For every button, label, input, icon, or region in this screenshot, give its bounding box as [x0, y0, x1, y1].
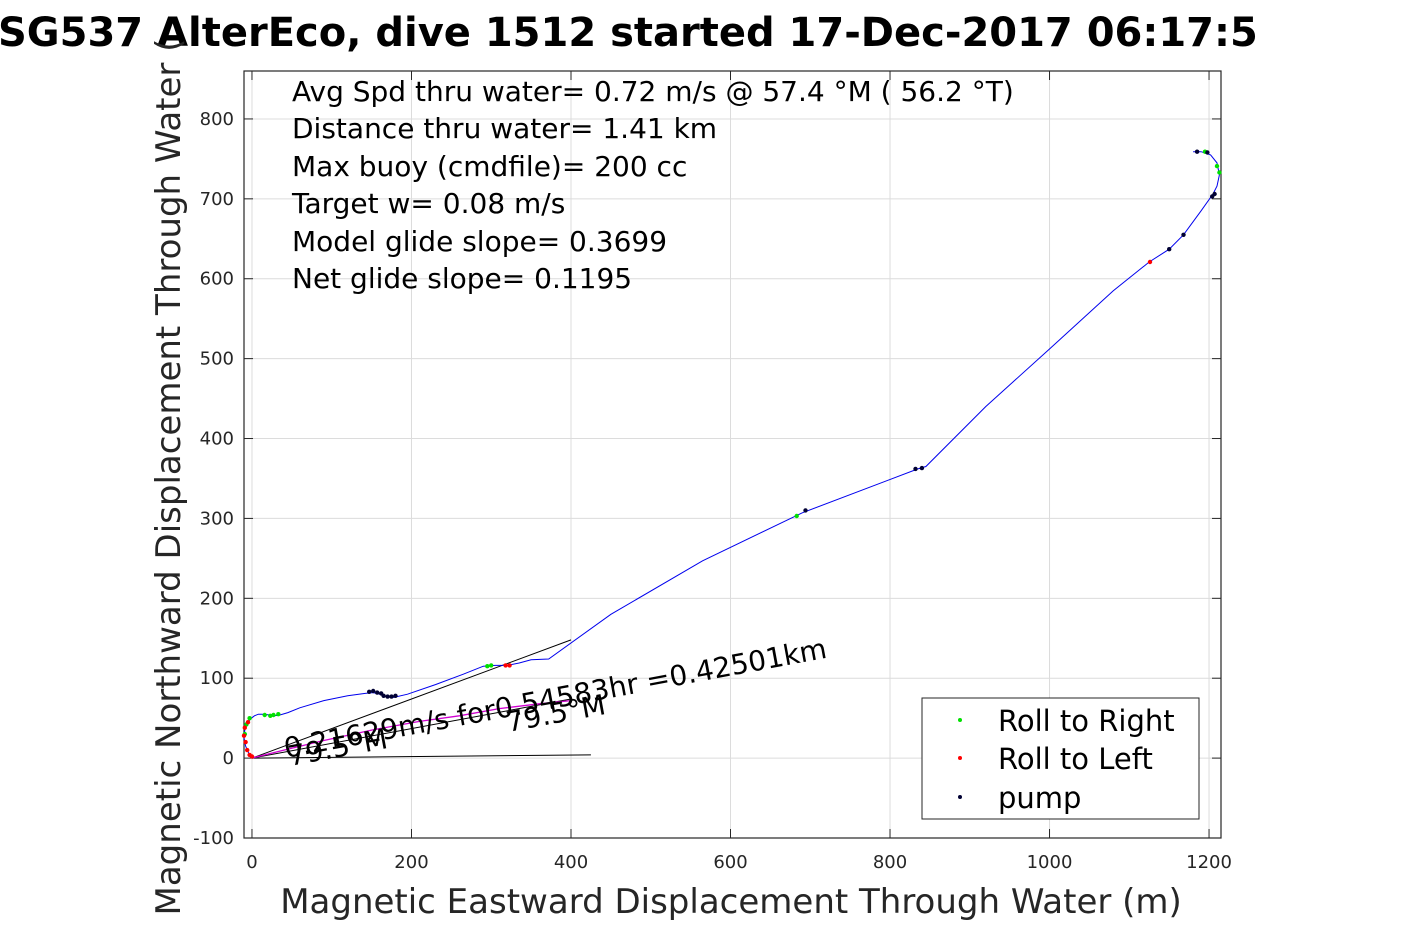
- roll-left-point: [507, 663, 512, 668]
- axis-ticks: [244, 71, 1221, 839]
- pump-point: [1205, 150, 1210, 155]
- pump-point: [375, 690, 380, 695]
- x-tick-label: 1000: [1027, 852, 1073, 873]
- y-tick-label: 100: [200, 668, 234, 689]
- stat-avg-speed: Avg Spd thru water= 0.72 m/s @ 57.4 °M (…: [292, 75, 1014, 108]
- y-tick-label: -100: [193, 828, 234, 849]
- roll-right-point: [489, 663, 494, 668]
- pump-point: [367, 689, 372, 694]
- y-tick-label: 200: [200, 588, 234, 609]
- reference-line: [251, 698, 572, 759]
- roll-left-point: [243, 739, 248, 745]
- pump-point: [1212, 191, 1217, 197]
- x-tick-label: 1200: [1186, 852, 1232, 873]
- pump-point: [385, 694, 390, 699]
- stat-model-glide-slope: Model glide slope= 0.3699: [292, 225, 667, 258]
- roll-right-point: [247, 716, 252, 721]
- current-track: [251, 699, 572, 759]
- legend-label-roll-left: Roll to Left: [998, 742, 1153, 776]
- roll-right-point: [262, 712, 267, 718]
- y-tick-label: 600: [200, 269, 234, 290]
- pump-point: [1181, 232, 1186, 237]
- x-tick-label: 400: [554, 852, 588, 873]
- legend-marker-roll-left: [958, 756, 962, 760]
- track-line: [243, 151, 1220, 759]
- roll-left-point: [245, 747, 250, 753]
- x-tick-label: 600: [713, 852, 747, 873]
- reference-line: [251, 639, 572, 759]
- roll-right-point: [485, 664, 490, 669]
- pump-point: [381, 693, 386, 698]
- chart-title: SG537 AlterEco, dive 1512 started 17-Dec…: [0, 10, 1258, 56]
- plot-area: [243, 70, 1222, 839]
- reference-line: [251, 754, 591, 759]
- y-tick-label: 700: [200, 189, 234, 210]
- y-tick-label: 0: [223, 748, 234, 769]
- y-tick-label: 400: [200, 429, 234, 450]
- pump-point: [371, 688, 376, 694]
- x-tick-labels: 0 200 400 600 800 1000 1200: [246, 852, 1232, 873]
- pump-point: [919, 465, 925, 471]
- marker-points: [241, 149, 1222, 759]
- legend-label-pump: pump: [998, 781, 1081, 815]
- roll-left-point: [241, 733, 247, 738]
- y-tick-label: 300: [200, 508, 234, 529]
- x-axis-label: Magnetic Eastward Displacement Through W…: [280, 882, 1182, 922]
- legend-label-roll-right: Roll to Right: [998, 704, 1175, 738]
- glider-track: [243, 151, 1220, 759]
- current-annotation: 0.21629m/s for0.54583hr =0.42501km: [281, 632, 829, 765]
- roll-left-point: [1147, 259, 1153, 265]
- legend-box: [921, 697, 1200, 820]
- roll-left-point: [245, 720, 251, 725]
- roll-left-point: [242, 725, 247, 730]
- y-axis-label: Magnetic Northward Displacement Through …: [149, 39, 189, 916]
- roll-left-point: [249, 754, 255, 759]
- pump-point: [389, 694, 394, 699]
- x-tick-label: 200: [394, 852, 428, 873]
- stat-distance: Distance thru water= 1.41 km: [292, 112, 717, 145]
- x-tick-label: 800: [873, 852, 907, 873]
- roll-right-point: [276, 712, 281, 717]
- pump-point: [913, 466, 918, 472]
- legend: Roll to Right Roll to Left pump: [921, 697, 1200, 820]
- legend-marker-roll-right: [958, 718, 962, 722]
- y-tick-label: 800: [200, 109, 234, 130]
- roll-right-point: [268, 713, 273, 718]
- y-tick-labels: -100 0 100 200 300 400 500 600 700 800: [193, 109, 234, 849]
- x-tick-label: 0: [246, 852, 257, 873]
- pump-point: [393, 693, 398, 698]
- roll-right-point: [1217, 170, 1222, 175]
- pump-point: [1167, 247, 1172, 252]
- stat-target-w: Target w= 0.08 m/s: [291, 187, 565, 220]
- pump-point: [803, 508, 808, 513]
- stat-net-glide-slope: Net glide slope= 0.1195: [292, 262, 632, 295]
- roll-right-point: [794, 513, 799, 519]
- pump-point: [1194, 149, 1200, 154]
- current-track-line: [251, 699, 572, 759]
- roll-left-point: [503, 663, 508, 668]
- stats-block: Avg Spd thru water= 0.72 m/s @ 57.4 °M (…: [291, 75, 1014, 295]
- roll-right-point: [1214, 163, 1220, 169]
- legend-marker-pump: [958, 795, 962, 799]
- stat-max-buoy: Max buoy (cmdfile)= 200 cc: [292, 150, 687, 183]
- reference-lines: [251, 639, 591, 759]
- y-tick-label: 500: [200, 349, 234, 370]
